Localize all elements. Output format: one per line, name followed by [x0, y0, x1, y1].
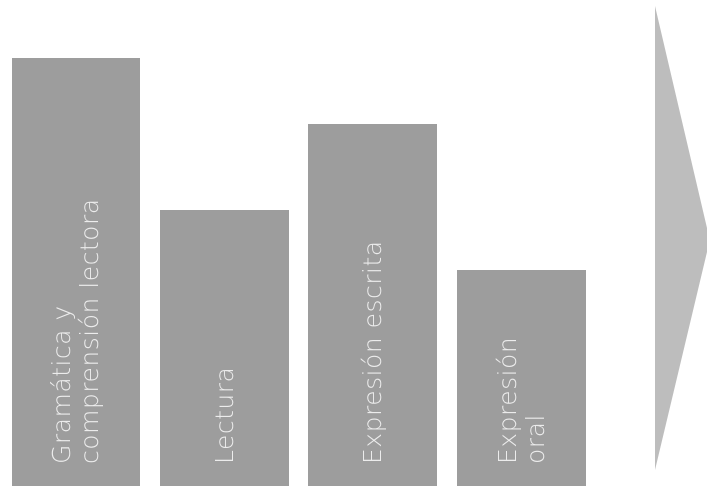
- arrow-shape: [655, 6, 707, 470]
- bar-expresion-oral: Expresión oral: [457, 270, 586, 486]
- bar-expresion-escrita: Expresión escrita: [308, 124, 437, 486]
- bar-gramatica: Gramática y comprensión lectora: [12, 58, 140, 486]
- bar-lectura: Lectura: [160, 210, 289, 486]
